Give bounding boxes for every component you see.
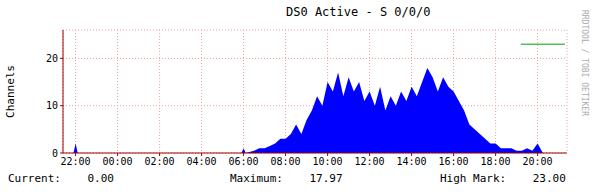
svg-text:10: 10 bbox=[46, 100, 58, 111]
svg-text:0: 0 bbox=[52, 148, 58, 159]
svg-text:20: 20 bbox=[46, 53, 58, 64]
html-text:DS0 Active - S 0/0/0: DS0 Active - S 0/0/0 bbox=[286, 5, 431, 19]
svg-text:20:00: 20:00 bbox=[523, 156, 553, 167]
svg-text:10:00: 10:00 bbox=[313, 156, 343, 167]
svg-text:Channels: Channels bbox=[8, 65, 17, 118]
html-text:Current: 0.00: Current: 0.00 bbox=[8, 172, 114, 185]
html-text:RRDTOOL / TOBI OETIKER: RRDTOOL / TOBI OETIKER bbox=[580, 10, 589, 116]
svg-text:02:00: 02:00 bbox=[145, 156, 175, 167]
svg-text:16:00: 16:00 bbox=[439, 156, 469, 167]
svg-text:08:00: 08:00 bbox=[271, 156, 301, 167]
html-text:High Mark: 23.00: High Mark: 23.00 bbox=[440, 172, 566, 185]
svg-text:12:00: 12:00 bbox=[355, 156, 385, 167]
svg-text:14:00: 14:00 bbox=[397, 156, 427, 167]
svg-text:06:00: 06:00 bbox=[229, 156, 259, 167]
svg-text:22:00: 22:00 bbox=[61, 156, 91, 167]
html-text:Maximum: 17.97: Maximum: 17.97 bbox=[230, 172, 343, 185]
svg-text:04:00: 04:00 bbox=[187, 156, 217, 167]
svg-text:00:00: 00:00 bbox=[103, 156, 133, 167]
svg-text:18:00: 18:00 bbox=[481, 156, 511, 167]
